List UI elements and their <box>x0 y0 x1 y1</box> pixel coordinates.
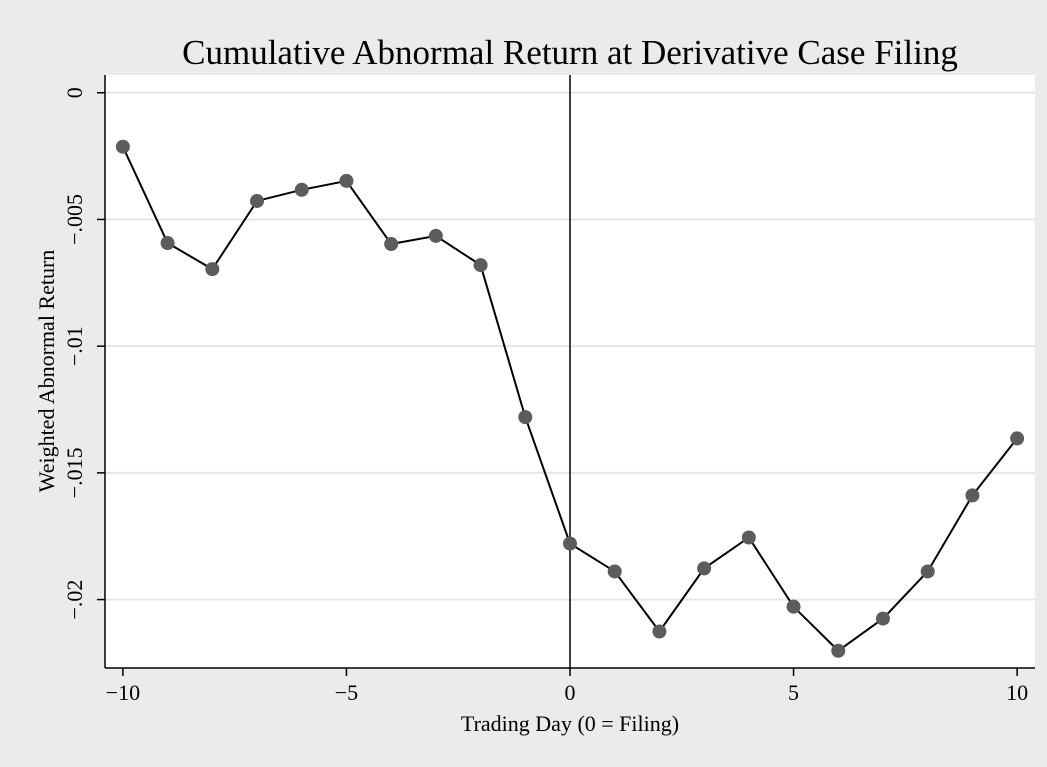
data-point <box>563 536 577 551</box>
y-tick-label: −.02 <box>62 580 87 620</box>
data-point <box>115 139 130 154</box>
data-point <box>339 173 354 188</box>
data-point <box>652 624 667 639</box>
data-point <box>697 561 712 576</box>
data-point <box>294 182 309 197</box>
data-point <box>920 564 935 579</box>
x-tick-label: 10 <box>1006 680 1028 705</box>
x-axis-label: Trading Day (0 = Filing) <box>461 711 679 736</box>
data-point <box>965 488 980 503</box>
x-tick-label: 5 <box>788 680 799 705</box>
y-tick-label: −.015 <box>62 447 87 498</box>
data-point <box>875 611 890 626</box>
chart-title: Cumulative Abnormal Return at Derivative… <box>182 33 958 72</box>
data-point <box>1010 431 1025 446</box>
data-point <box>607 564 622 579</box>
data-point <box>205 262 220 277</box>
data-point <box>518 410 533 425</box>
x-tick-label: −5 <box>335 680 358 705</box>
y-tick-label: 0 <box>62 87 87 98</box>
y-tick-label: −.005 <box>62 194 87 245</box>
data-point <box>384 237 399 252</box>
data-point <box>786 599 801 614</box>
data-point <box>160 236 175 251</box>
data-point <box>831 643 846 658</box>
x-tick-label: −10 <box>106 680 140 705</box>
x-tick-label: 0 <box>565 680 576 705</box>
data-point <box>473 258 488 273</box>
data-point <box>250 193 265 208</box>
y-tick-label: −.01 <box>62 326 87 366</box>
data-point <box>428 228 443 243</box>
y-axis-label: Weighted Abnormal Return <box>34 250 59 493</box>
data-point <box>741 530 756 545</box>
